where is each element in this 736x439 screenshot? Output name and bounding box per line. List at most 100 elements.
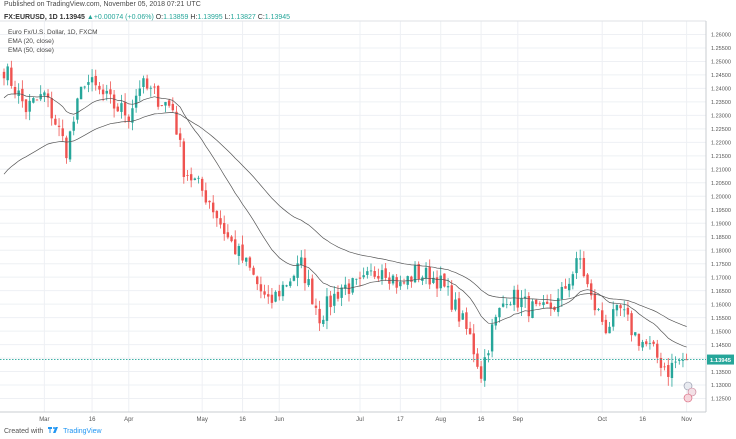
candle (586, 273, 589, 288)
candle-body (296, 263, 299, 278)
candle-body (270, 294, 274, 303)
candle (263, 284, 266, 299)
candle-body (160, 105, 164, 106)
time-tick-label: 16 (239, 417, 246, 423)
event-marker-icon[interactable] (683, 393, 693, 403)
candle (94, 69, 97, 91)
candle-body (289, 281, 292, 286)
candle (285, 284, 288, 288)
candle (46, 89, 50, 108)
candle (289, 278, 292, 288)
symbol-label[interactable]: FX:EURUSD, 1D (4, 14, 58, 21)
price-tick-label: 1.21500 (711, 154, 731, 160)
tradingview-brand[interactable]: TradingView (63, 428, 102, 435)
candle-body (307, 279, 310, 286)
candle (347, 279, 351, 302)
last-price-marker: 1.13945 (0, 354, 734, 365)
candle-body (395, 277, 398, 288)
candle-body (612, 309, 615, 327)
candle (487, 350, 490, 363)
candle (645, 339, 648, 347)
up-arrow-icon: ▲ (86, 14, 94, 21)
candle (685, 353, 688, 361)
candle-body (164, 102, 167, 106)
candle-body (450, 285, 453, 310)
candle-body (17, 90, 20, 96)
candle (410, 275, 413, 288)
candle-body (35, 99, 39, 101)
candle-body (322, 319, 325, 325)
candle-body (380, 270, 384, 280)
candle (21, 80, 24, 108)
price-axis[interactable]: 1.26000 1.25500 1.25000 1.24500 1.24000 1.235… (711, 33, 731, 403)
candle (457, 291, 461, 327)
price-tick-label: 1.19000 (711, 221, 731, 227)
ema-layer (3, 93, 687, 348)
candle (303, 249, 307, 291)
candle-body (512, 289, 516, 305)
legend-ema20[interactable]: EMA (20, close) (8, 38, 54, 45)
legend-ema50[interactable]: EMA (50, close) (8, 47, 54, 54)
price-tick-label: 1.13000 (711, 383, 731, 389)
candle-body (560, 286, 564, 300)
candle (223, 215, 226, 241)
candle-body (123, 102, 127, 116)
candle-body (351, 278, 354, 293)
candle-body (384, 268, 387, 278)
candle-body (248, 257, 252, 268)
candle-body (300, 257, 303, 266)
candle-body (267, 294, 270, 297)
candle (667, 358, 670, 386)
candle (435, 270, 439, 297)
event-marker-icon[interactable] (683, 381, 693, 391)
candle (10, 60, 13, 89)
candle (278, 284, 281, 301)
grid-lines (0, 21, 706, 412)
candle (549, 293, 553, 316)
price-tick-label: 1.24500 (711, 73, 731, 79)
time-tick-label: 16 (639, 417, 646, 423)
candle (149, 85, 152, 97)
candle-body (645, 341, 648, 345)
candle (296, 255, 299, 287)
candle-body (223, 223, 226, 234)
price-tick-label: 1.20500 (711, 181, 731, 187)
candle-body (278, 290, 281, 297)
candle-body (138, 88, 141, 96)
candle (123, 93, 127, 123)
price-tick-label: 1.15500 (711, 316, 731, 322)
price-tick-label: 1.24000 (711, 87, 731, 93)
candle (307, 269, 310, 288)
candle (318, 300, 321, 331)
candle (362, 267, 365, 280)
price-tick-label: 1.13500 (711, 370, 731, 376)
candle-body (549, 302, 553, 309)
candle-body (465, 312, 468, 329)
open-label: O: (155, 14, 164, 21)
candle-body (586, 274, 589, 285)
legend-series-title[interactable]: Euro Fx/U.S. Dollar, 1D, FXCM (8, 29, 98, 36)
candle-body (487, 353, 490, 356)
candle-body (369, 270, 373, 272)
candle-body (567, 283, 571, 291)
candle-body (575, 258, 578, 274)
candle (87, 74, 90, 93)
candle (28, 94, 31, 121)
close-value: 1.13945 (264, 14, 291, 21)
candle (512, 285, 516, 311)
candle (384, 262, 387, 281)
candle-body (43, 92, 46, 96)
time-axis[interactable]: Mar 16 Apr May 16 Jun Jul 17 Aug 16 Sep Oct 16 Nov (39, 417, 692, 423)
candle (193, 177, 197, 181)
price-tick-label: 1.12500 (711, 397, 731, 403)
event-marker-icon[interactable] (687, 387, 697, 397)
candle (252, 265, 255, 276)
candle (116, 103, 119, 113)
tradingview-logo-icon (48, 427, 59, 433)
candle (417, 261, 420, 283)
candle (178, 127, 182, 148)
candle (311, 274, 314, 305)
candle-body (65, 137, 68, 159)
candle-body (318, 308, 321, 324)
